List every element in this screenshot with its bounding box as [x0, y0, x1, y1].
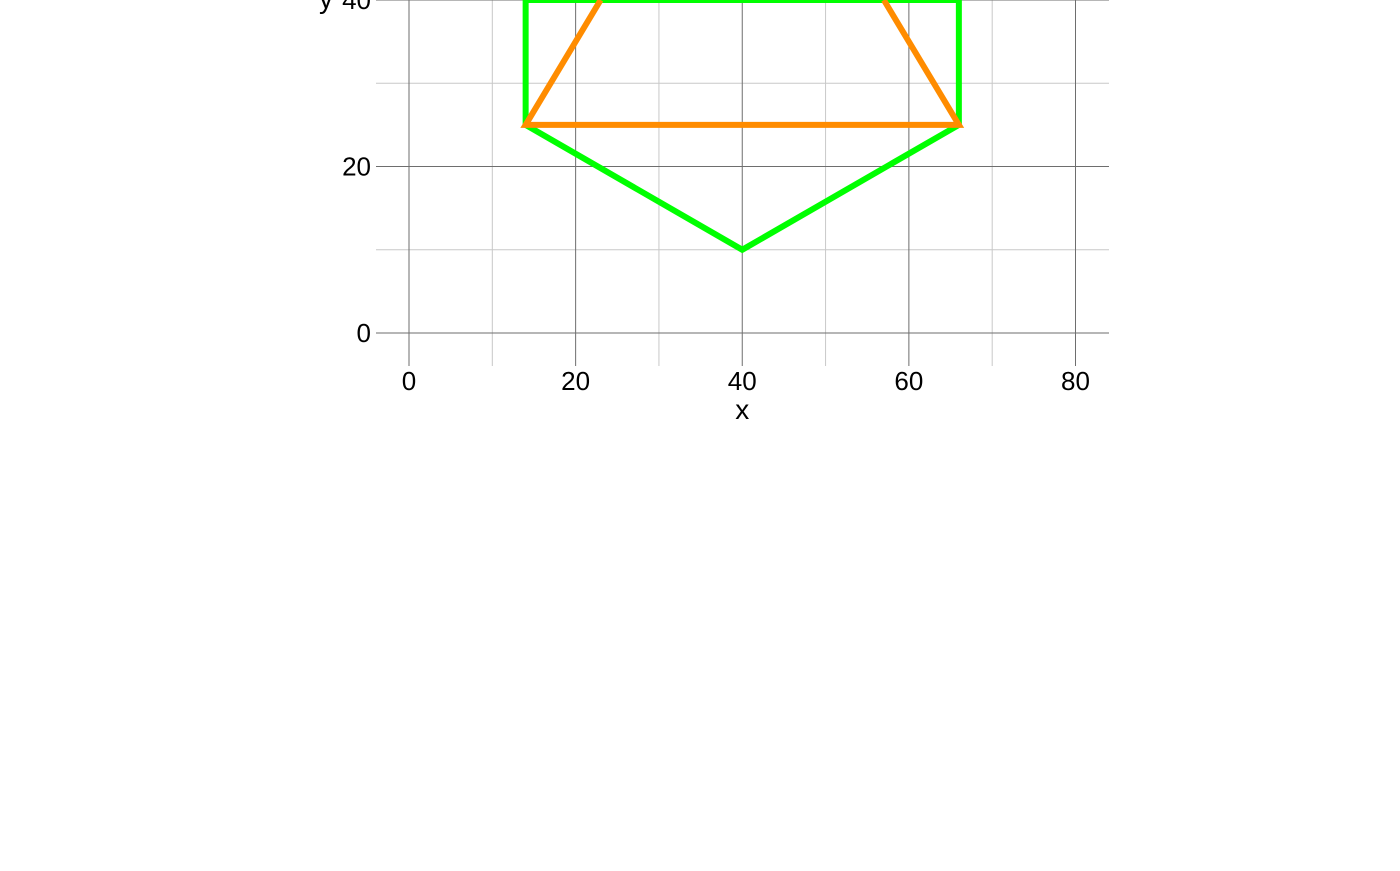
- tick-label-layer: 0 20 40 60 80 0 20 40: [342, 0, 1090, 396]
- y-tick-label: 20: [342, 152, 371, 182]
- y-tick-label: 40: [342, 0, 371, 15]
- y-tick-label: 0: [357, 318, 371, 348]
- x-tick-label: 60: [894, 366, 923, 396]
- x-tick-label: 80: [1061, 366, 1090, 396]
- x-tick-label: 20: [561, 366, 590, 396]
- x-axis-label: x: [735, 394, 749, 425]
- y-axis-label: y: [319, 0, 333, 14]
- x-tick-label: 0: [402, 366, 416, 396]
- x-tick-label: 40: [728, 366, 757, 396]
- grid-layer: [376, 0, 1109, 366]
